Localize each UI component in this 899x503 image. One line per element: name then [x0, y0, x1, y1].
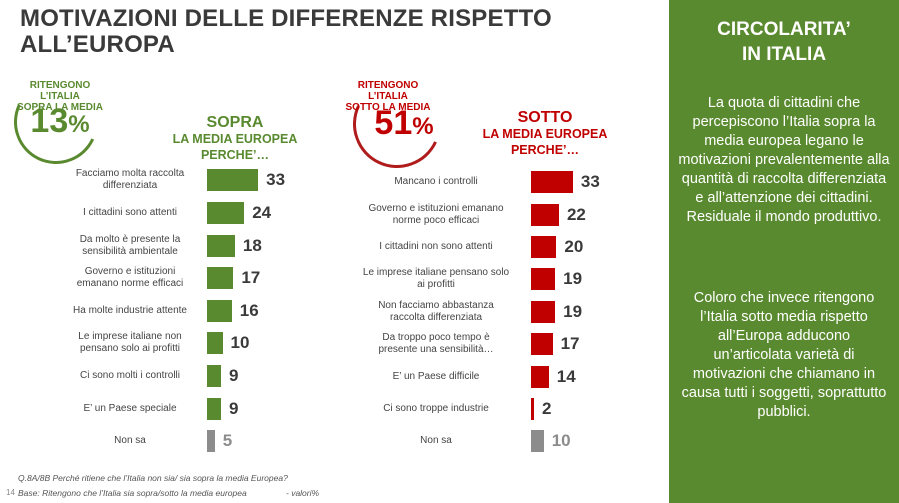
bar [207, 169, 259, 192]
bar [207, 332, 223, 355]
value-label: 18 [242, 235, 262, 255]
value-label: 17 [560, 334, 580, 354]
value-label: 14 [556, 366, 576, 386]
value-label: 9 [228, 365, 239, 385]
value-label: 9 [228, 398, 239, 418]
category-label: I cittadini sono attenti [83, 206, 177, 218]
right-heading-main: SOTTO [517, 109, 573, 126]
value-label: 10 [230, 333, 250, 353]
category-label: Ha molte industrie attente [73, 304, 187, 316]
category-label: Non sa [420, 435, 452, 447]
right-heading-sub: LA MEDIA EUROPEA PERCHE’… [482, 127, 608, 157]
value-label: 2 [542, 399, 552, 418]
side-panel-title: CIRCOLARITA’ IN ITALIA [717, 19, 851, 65]
bar [207, 299, 232, 322]
category-label: Da molto è presente la sensibilità ambie… [79, 233, 181, 257]
right-badge-value: 51% [374, 104, 434, 142]
left-panel-heading: SOPRA LA MEDIA EUROPEA PERCHE’… [150, 99, 320, 163]
bar [531, 300, 556, 323]
bar [531, 236, 557, 258]
side-panel-paragraph-2: Coloro che invece ritengono l’Italia sot… [681, 290, 887, 420]
left-heading-main: SOPRA [206, 114, 264, 131]
bar [207, 267, 234, 290]
page-number: 14 [6, 488, 15, 497]
right-badge-label: RITENGONO L’ITALIA SOTTO LA MEDIA [345, 80, 431, 113]
bar [531, 365, 549, 388]
value-label: 22 [566, 204, 586, 224]
category-label: Da troppo poco tempo è presente una sens… [378, 332, 494, 356]
bar [207, 364, 221, 387]
left-badge-label: RITENGONO L’ITALIA SOPRA LA MEDIA [17, 80, 103, 113]
page-title: MOTIVAZIONI DELLE DIFFERENZE RISPETTO AL… [20, 5, 552, 58]
category-label: I cittadini non sono attenti [379, 241, 493, 252]
category-label: Governo e istituzioni emanano norme poco… [368, 202, 504, 226]
value-label: 20 [564, 237, 584, 256]
bar [531, 203, 559, 226]
value-label: 16 [239, 300, 259, 320]
category-label: Facciamo molta raccolta differenziata [75, 168, 185, 192]
bar [531, 171, 573, 194]
footnote-base: Base: Ritengono che l’Italia sia sopra/s… [18, 488, 247, 498]
left-badge-value: 13% [30, 102, 90, 140]
left-heading-sub: LA MEDIA EUROPEA PERCHE’… [172, 132, 298, 162]
side-panel-paragraph-1: La quota di cittadini che percepiscono l… [678, 95, 890, 225]
bar [531, 268, 556, 291]
category-label: Ci sono molti i controlli [79, 369, 181, 381]
bar [531, 333, 553, 356]
value-label: 33 [266, 170, 286, 190]
value-label: 19 [563, 301, 583, 321]
right-panel-heading: SOTTO LA MEDIA EUROPEA PERCHE’… [460, 94, 630, 158]
category-label: Ci sono troppe industrie [383, 403, 489, 414]
side-panel: CIRCOLARITA’ IN ITALIA La quota di citta… [669, 0, 899, 503]
value-label: 10 [551, 431, 571, 451]
bar [207, 430, 215, 453]
bar [207, 201, 245, 224]
value-label: 17 [241, 268, 261, 288]
value-label: 24 [252, 202, 272, 222]
footnote-unit: - valori% [286, 488, 320, 498]
bar [207, 234, 235, 257]
category-label: Le imprese italiane pensano solo ai prof… [362, 267, 510, 291]
value-label: 19 [563, 269, 583, 289]
footnote-question: Q.8A/8B Perché ritiene che l’Italia non … [18, 473, 288, 483]
bar [531, 430, 544, 453]
value-label: 33 [580, 172, 600, 192]
category-label: Mancano i controlli [394, 176, 478, 188]
category-label: Le imprese italiane non pensano solo ai … [78, 331, 182, 355]
category-label: E’ un Paese difficile [392, 370, 480, 382]
bar [531, 398, 534, 420]
category-label: Governo e istituzioni emanano norme effi… [76, 266, 184, 290]
category-label: Non sa [114, 435, 146, 447]
bar [207, 397, 221, 420]
category-label: E’ un Paese speciale [83, 402, 177, 414]
category-label: Non facciamo abbastanza raccolta differe… [378, 299, 494, 323]
value-label: 5 [222, 431, 233, 451]
